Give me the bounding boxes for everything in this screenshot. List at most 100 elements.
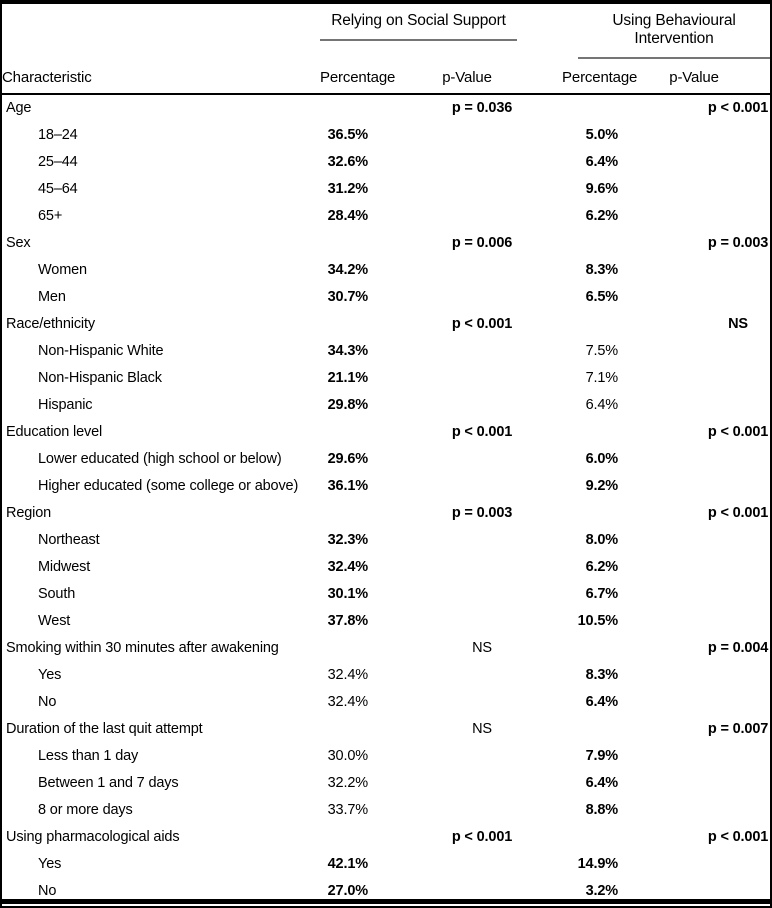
cell-pvalue-social-support xyxy=(372,554,562,581)
cell-pvalue-social-support xyxy=(372,203,562,230)
cell-percentage-behavioural: 6.4% xyxy=(585,775,619,791)
cell-percentage-social-support: 34.3% xyxy=(327,343,369,359)
table-category-row: Smoking within 30 minutes after awakenin… xyxy=(2,635,770,662)
cell-percentage-behavioural: 8.3% xyxy=(585,667,619,683)
cell-percentage-social-support: 30.0% xyxy=(327,748,369,764)
table-row: 18–24 36.5% 5.0% xyxy=(2,122,770,149)
table-category-row: Sex p = 0.006 p = 0.003 xyxy=(2,230,770,257)
col-header-percentage-social-support: Percentage xyxy=(320,59,395,95)
cell-pvalue-social-support xyxy=(372,284,562,311)
cell-percentage-social-support xyxy=(320,824,372,851)
table-category-row: Duration of the last quit attempt NS p = 0… xyxy=(2,716,770,743)
cell-pvalue-social-support xyxy=(372,662,562,689)
cell-pvalue-behavioural xyxy=(618,581,770,608)
statistics-table: Relying on Social Support Using Behaviou… xyxy=(2,4,770,905)
cell-percentage-behavioural xyxy=(562,824,618,851)
cell-percentage-behavioural: 6.0% xyxy=(585,451,619,467)
cell-percentage-behavioural xyxy=(562,716,618,743)
cell-percentage-social-support: 42.1% xyxy=(327,856,369,872)
row-label: Using pharmacological aids xyxy=(6,829,180,845)
table-bottom-rule xyxy=(2,899,770,904)
cell-percentage-behavioural: 8.0% xyxy=(585,532,619,548)
cell-pvalue-social-support xyxy=(372,608,562,635)
cell-percentage-social-support: 29.8% xyxy=(327,397,369,413)
row-label: Age xyxy=(6,100,32,116)
row-label: No xyxy=(38,694,57,710)
table-row: Between 1 and 7 days 32.2% 6.4% xyxy=(2,770,770,797)
cell-pvalue-social-support: NS xyxy=(472,721,492,737)
cell-pvalue-behavioural: p < 0.001 xyxy=(707,505,769,521)
cell-pvalue-behavioural xyxy=(618,689,770,716)
cell-percentage-behavioural: 8.8% xyxy=(585,802,619,818)
col-header-pvalue-behavioural: p-Value xyxy=(618,59,770,95)
cell-percentage-behavioural: 6.4% xyxy=(585,154,619,170)
cell-pvalue-social-support xyxy=(372,149,562,176)
cell-percentage-behavioural: 8.3% xyxy=(585,262,619,278)
table-row: Midwest 32.4% 6.2% xyxy=(2,554,770,581)
row-label: 25–44 xyxy=(38,154,78,170)
cell-percentage-social-support xyxy=(320,94,372,122)
cell-pvalue-behavioural xyxy=(618,770,770,797)
row-label: Smoking within 30 minutes after awakenin… xyxy=(6,640,279,656)
cell-pvalue-behavioural xyxy=(618,203,770,230)
table-row: Yes 42.1% 14.9% xyxy=(2,851,770,878)
cell-pvalue-behavioural xyxy=(618,743,770,770)
cell-percentage-behavioural xyxy=(562,230,618,257)
row-label: Between 1 and 7 days xyxy=(38,775,179,791)
table-row: South 30.1% 6.7% xyxy=(2,581,770,608)
table-row: No 32.4% 6.4% xyxy=(2,689,770,716)
cell-percentage-behavioural xyxy=(562,419,618,446)
table-row: Women 34.2% 8.3% xyxy=(2,257,770,284)
cell-percentage-social-support: 34.2% xyxy=(327,262,369,278)
cell-pvalue-behavioural xyxy=(618,176,770,203)
cell-pvalue-behavioural: p = 0.004 xyxy=(707,640,769,656)
column-header-row: Characteristic Percentage p-Value Percen… xyxy=(2,59,770,95)
cell-pvalue-social-support: p < 0.001 xyxy=(451,829,513,845)
cell-pvalue-behavioural xyxy=(618,365,770,392)
row-label: Higher educated (some college or above) xyxy=(38,478,299,494)
row-label: Sex xyxy=(6,235,31,251)
table-category-row: Region p = 0.003 p < 0.001 xyxy=(2,500,770,527)
cell-percentage-behavioural: 9.2% xyxy=(585,478,619,494)
cell-percentage-social-support: 32.4% xyxy=(327,667,369,683)
row-label: Women xyxy=(38,262,87,278)
cell-pvalue-behavioural xyxy=(618,257,770,284)
cell-pvalue-social-support: p < 0.001 xyxy=(451,316,513,332)
cell-percentage-behavioural xyxy=(562,311,618,338)
column-group-label: Relying on Social Support xyxy=(331,12,506,29)
table-row: West 37.8% 10.5% xyxy=(2,608,770,635)
table-category-row: Education level p < 0.001 p < 0.001 xyxy=(2,419,770,446)
table-header: Relying on Social Support Using Behaviou… xyxy=(2,4,770,95)
cell-percentage-behavioural: 3.2% xyxy=(585,883,619,899)
table-row: Non-Hispanic White 34.3% 7.5% xyxy=(2,338,770,365)
cell-percentage-social-support: 33.7% xyxy=(327,802,369,818)
row-label: South xyxy=(38,586,76,602)
row-label: Non-Hispanic White xyxy=(38,343,164,359)
col-header-pvalue-social-support: p-Value xyxy=(372,59,563,95)
table-category-row: Age p = 0.036 p < 0.001 xyxy=(2,94,770,122)
cell-pvalue-behavioural xyxy=(618,392,770,419)
cell-percentage-social-support: 32.6% xyxy=(327,154,369,170)
row-label: Men xyxy=(38,289,66,305)
table-row: No 27.0% 3.2% xyxy=(2,878,770,905)
cell-pvalue-social-support xyxy=(372,473,562,500)
cell-percentage-social-support xyxy=(320,635,372,662)
cell-pvalue-behavioural xyxy=(618,608,770,635)
cell-percentage-social-support xyxy=(320,230,372,257)
cell-percentage-social-support xyxy=(320,716,372,743)
cell-pvalue-social-support xyxy=(372,122,562,149)
cell-percentage-social-support: 27.0% xyxy=(327,883,369,899)
cell-percentage-social-support: 31.2% xyxy=(327,181,369,197)
cell-pvalue-social-support xyxy=(372,392,562,419)
row-label: 8 or more days xyxy=(38,802,133,818)
cell-percentage-social-support: 21.1% xyxy=(327,370,369,386)
cell-pvalue-behavioural xyxy=(618,473,770,500)
cell-pvalue-behavioural: p < 0.001 xyxy=(707,100,769,116)
cell-pvalue-behavioural xyxy=(618,851,770,878)
cell-percentage-social-support: 36.1% xyxy=(327,478,369,494)
cell-pvalue-social-support xyxy=(372,851,562,878)
cell-pvalue-social-support xyxy=(372,770,562,797)
row-label: Non-Hispanic Black xyxy=(38,370,162,386)
table-row: Yes 32.4% 8.3% xyxy=(2,662,770,689)
cell-percentage-behavioural: 6.2% xyxy=(585,208,619,224)
